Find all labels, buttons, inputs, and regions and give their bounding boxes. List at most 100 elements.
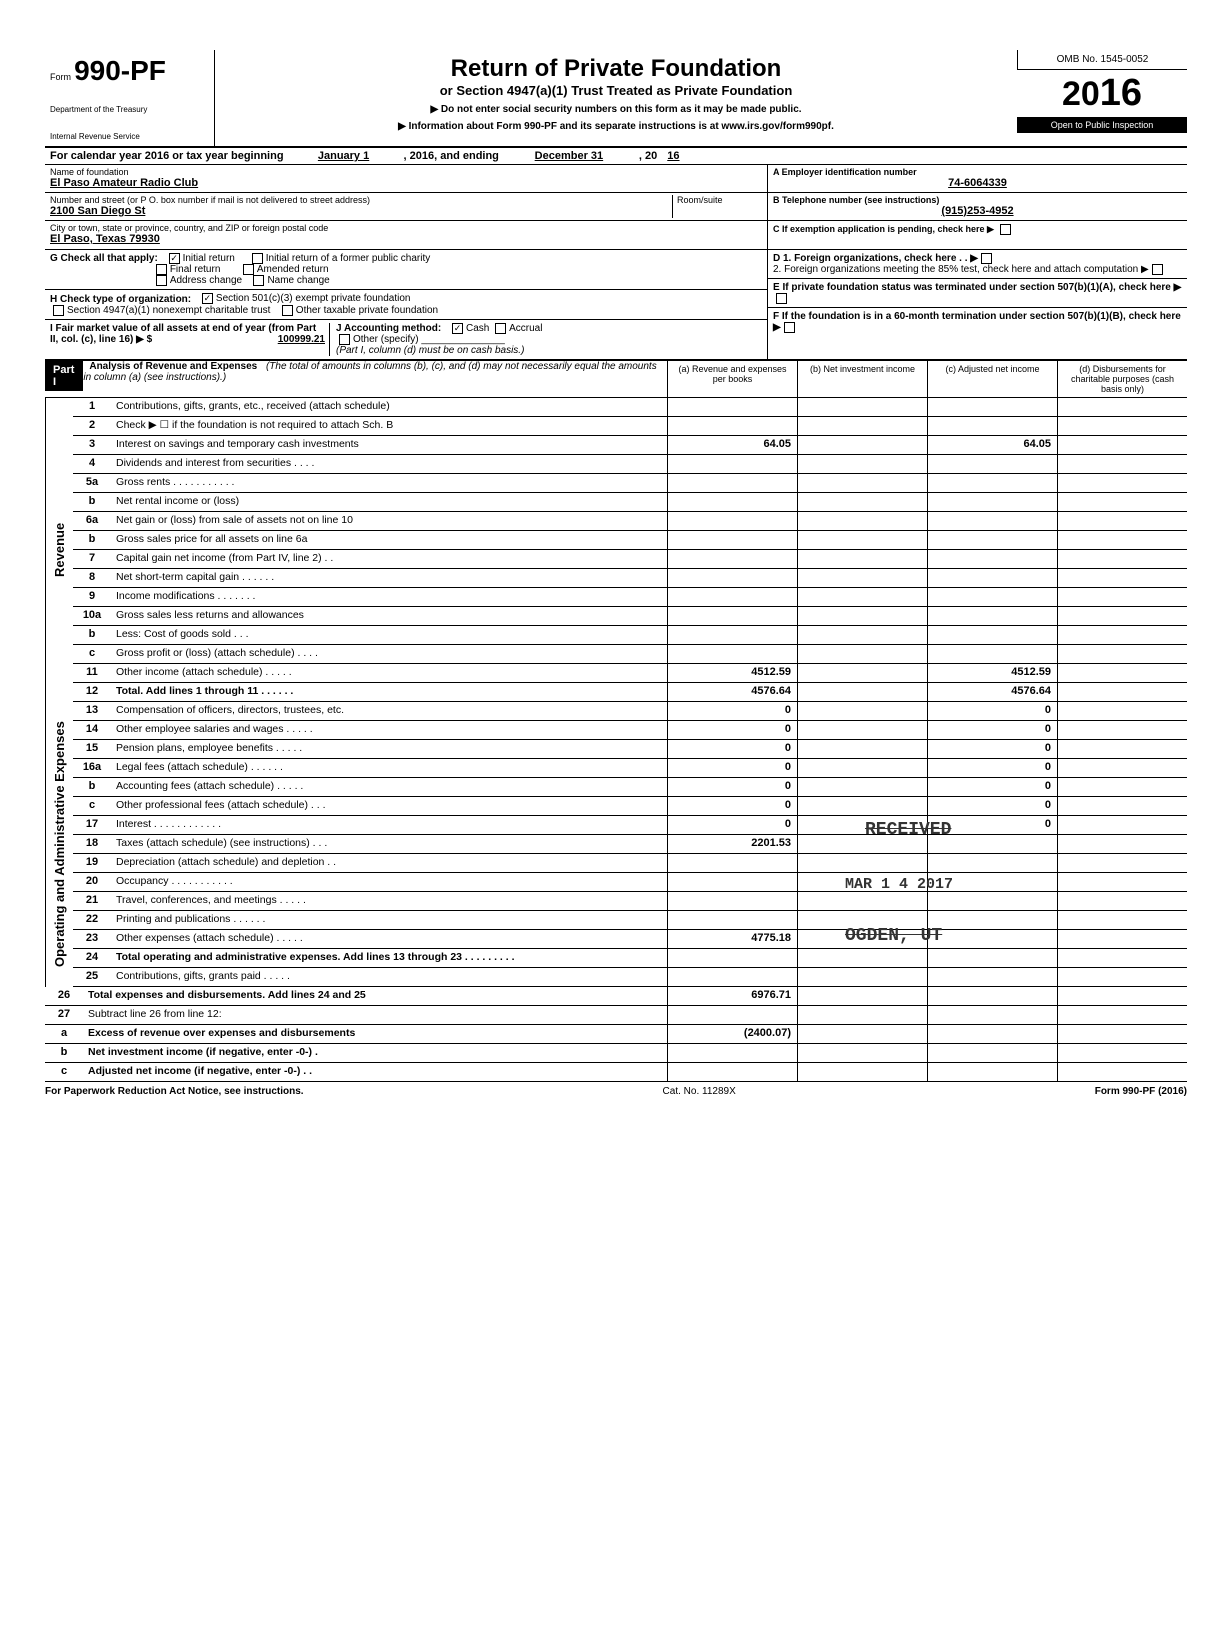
- cell-b: [797, 607, 927, 625]
- g-address-cb[interactable]: [156, 275, 167, 286]
- cell-d: [1057, 854, 1187, 872]
- cell-a: [667, 398, 797, 416]
- footer-left: For Paperwork Reduction Act Notice, see …: [45, 1086, 304, 1097]
- table-row: b Less: Cost of goods sold . . .: [73, 626, 1187, 645]
- cell-b: [797, 778, 927, 796]
- d2-cb[interactable]: [1152, 264, 1163, 275]
- cell-b: [797, 664, 927, 682]
- table-row: 21 Travel, conferences, and meetings . .…: [73, 892, 1187, 911]
- row-h: H Check type of organization: ✓Section 5…: [45, 290, 767, 319]
- cell-a: [667, 873, 797, 891]
- cell-d: [1057, 493, 1187, 511]
- table-row: 1 Contributions, gifts, grants, etc., re…: [73, 398, 1187, 417]
- cell-d: [1057, 930, 1187, 948]
- cell-b: [797, 531, 927, 549]
- row-number: 13: [73, 702, 111, 720]
- cell-c: [927, 455, 1057, 473]
- cell-d: [1057, 1025, 1187, 1043]
- cell-c: 4576.64: [927, 683, 1057, 701]
- g-initial-cb[interactable]: ✓: [169, 253, 180, 264]
- cell-c: [927, 588, 1057, 606]
- row-label: Income modifications . . . . . . .: [111, 588, 667, 606]
- g-former-cb[interactable]: [252, 253, 263, 264]
- g-amended-cb[interactable]: [243, 264, 254, 275]
- h-501c3-cb[interactable]: ✓: [202, 293, 213, 304]
- cell-a: [667, 474, 797, 492]
- j-other-cb[interactable]: [339, 334, 350, 345]
- cell-d: [1057, 740, 1187, 758]
- cell-a: [667, 892, 797, 910]
- row-d: D 1. Foreign organizations, check here .…: [768, 250, 1187, 279]
- table-row: b Accounting fees (attach schedule) . . …: [73, 778, 1187, 797]
- expenses-section: Operating and Administrative Expenses 13…: [45, 702, 1187, 987]
- cell-a: [667, 911, 797, 929]
- cell-c: [927, 854, 1057, 872]
- cell-a: 0: [667, 759, 797, 777]
- cell-a: [667, 455, 797, 473]
- tax-year: 2016: [1017, 70, 1187, 117]
- cell-c: [927, 1063, 1057, 1081]
- cell-b: [797, 1025, 927, 1043]
- cell-a: [667, 607, 797, 625]
- e-cb[interactable]: [776, 293, 787, 304]
- cell-b: [797, 683, 927, 701]
- cell-b: [797, 417, 927, 435]
- row-number: b: [73, 626, 111, 644]
- row-number: 5a: [73, 474, 111, 492]
- cell-d: [1057, 759, 1187, 777]
- cell-d: [1057, 1044, 1187, 1062]
- cell-c: 64.05: [927, 436, 1057, 454]
- row-label: Net gain or (loss) from sale of assets n…: [111, 512, 667, 530]
- cell-d: [1057, 1063, 1187, 1081]
- row-number: 12: [73, 683, 111, 701]
- cell-c: [927, 607, 1057, 625]
- revenue-section: Revenue 1 Contributions, gifts, grants, …: [45, 398, 1187, 702]
- cell-a: 0: [667, 740, 797, 758]
- row-label: Interest . . . . . . . . . . . .: [111, 816, 667, 834]
- table-row: 4 Dividends and interest from securities…: [73, 455, 1187, 474]
- row-label: Pension plans, employee benefits . . . .…: [111, 740, 667, 758]
- row-number: c: [73, 645, 111, 663]
- col-c-header: (c) Adjusted net income: [927, 361, 1057, 397]
- table-row: 9 Income modifications . . . . . . .: [73, 588, 1187, 607]
- h-4947-cb[interactable]: [53, 305, 64, 316]
- cell-d: [1057, 626, 1187, 644]
- g-final-cb[interactable]: [156, 264, 167, 275]
- phone: (915)253-4952: [773, 205, 1182, 217]
- cell-c: [927, 968, 1057, 986]
- row-number: 19: [73, 854, 111, 872]
- cell-c: [927, 645, 1057, 663]
- table-row: 6a Net gain or (loss) from sale of asset…: [73, 512, 1187, 531]
- part1-header-row: Part I Analysis of Revenue and Expenses …: [45, 360, 1187, 398]
- cell-c: 0: [927, 759, 1057, 777]
- d1-cb[interactable]: [981, 253, 992, 264]
- table-row: 7 Capital gain net income (from Part IV,…: [73, 550, 1187, 569]
- cell-b: [797, 455, 927, 473]
- omb-number: OMB No. 1545-0052: [1017, 50, 1187, 70]
- cell-b: [797, 702, 927, 720]
- dept-irs: Internal Revenue Service: [50, 132, 209, 141]
- row-number: c: [45, 1063, 83, 1081]
- table-row: 11 Other income (attach schedule) . . . …: [73, 664, 1187, 683]
- cell-d: [1057, 816, 1187, 834]
- stamp-received: RECEIVED: [865, 820, 951, 840]
- row-number: 27: [45, 1006, 83, 1024]
- j-accrual-cb[interactable]: [495, 323, 506, 334]
- j-note: (Part I, column (d) must be on cash basi…: [336, 345, 524, 356]
- addr-label: Number and street (or P O. box number if…: [50, 195, 672, 205]
- cell-c: [927, 493, 1057, 511]
- cell-a: 0: [667, 702, 797, 720]
- j-cash-cb[interactable]: ✓: [452, 323, 463, 334]
- cell-a: [667, 493, 797, 511]
- table-row: c Gross profit or (loss) (attach schedul…: [73, 645, 1187, 664]
- g-namechg-cb[interactable]: [253, 275, 264, 286]
- f-cb[interactable]: [784, 322, 795, 333]
- table-row: 3 Interest on savings and temporary cash…: [73, 436, 1187, 455]
- ein: 74-6064339: [773, 177, 1182, 189]
- row-number: 1: [73, 398, 111, 416]
- cell-c: 4512.59: [927, 664, 1057, 682]
- h-other-cb[interactable]: [282, 305, 293, 316]
- table-row: 8 Net short-term capital gain . . . . . …: [73, 569, 1187, 588]
- table-row: 19 Depreciation (attach schedule) and de…: [73, 854, 1187, 873]
- c-checkbox[interactable]: [1000, 224, 1011, 235]
